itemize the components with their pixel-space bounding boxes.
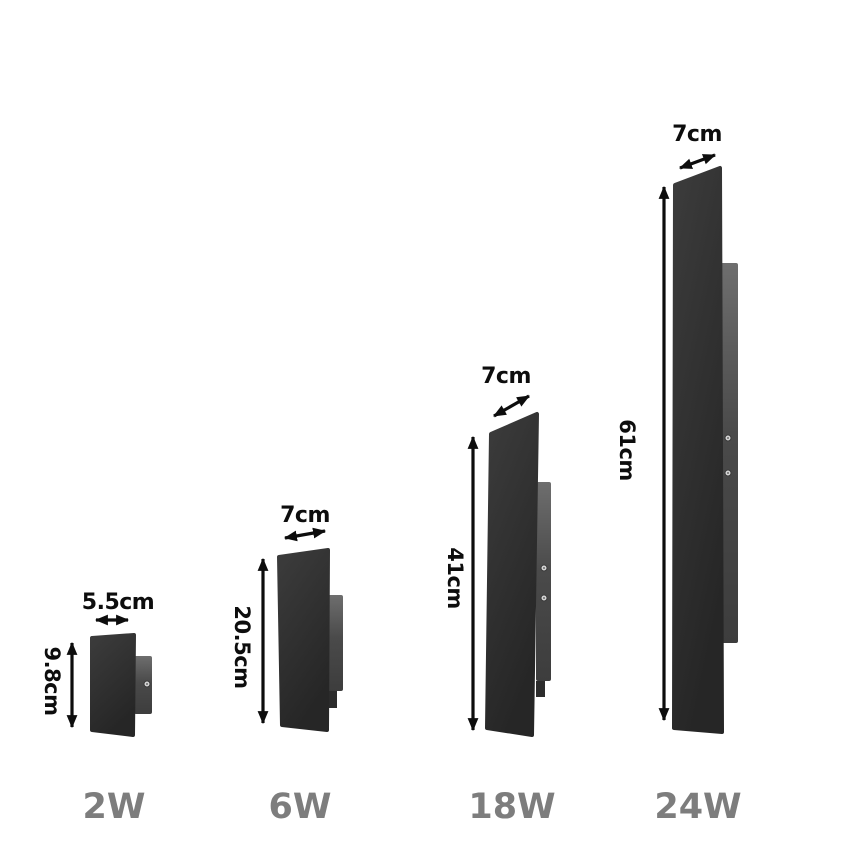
lamp-front-panel [485,412,539,737]
height-dimension-label: 41cm [443,547,467,609]
wattage-label: 6W [269,787,332,827]
width-arrow [678,153,717,170]
lamp-2w: 5.5cm 9.8cm 2W [40,590,155,827]
wattage-label: 2W [83,787,146,827]
lamp-24w: 7cm 61cm 24W [615,122,742,827]
lamp-front-panel [672,166,724,734]
screw-center-icon [146,683,148,685]
width-dimension-label: 7cm [672,122,722,147]
lamp-6w: 7cm 20.5cm 6W [230,503,343,827]
width-arrow [493,394,530,418]
width-dimension-label: 7cm [280,503,330,528]
lamp-18w: 7cm 41cm 18W [443,364,556,827]
screw-center-icon [543,597,545,599]
wall-mount-bracket [719,263,738,643]
width-dimension-label: 7cm [481,364,531,389]
width-arrow [283,527,327,542]
wall-mount-bracket [536,482,551,681]
height-dimension-label: 20.5cm [230,605,254,688]
lamp-front-panel [90,633,136,737]
wall-mount-bracket [327,595,343,691]
wall-mount-tab [536,681,545,697]
height-dimension-label: 9.8cm [40,646,64,715]
screw-center-icon [727,472,729,474]
screw-center-icon [543,567,545,569]
screw-center-icon [727,437,729,439]
height-dimension-label: 61cm [615,419,639,481]
width-dimension-label: 5.5cm [82,590,154,615]
wattage-label: 24W [654,787,741,827]
lamp-front-panel [277,548,330,732]
wall-mount-tab [327,691,337,708]
wattage-label: 18W [468,787,555,827]
wall-mount-bracket [134,656,152,714]
